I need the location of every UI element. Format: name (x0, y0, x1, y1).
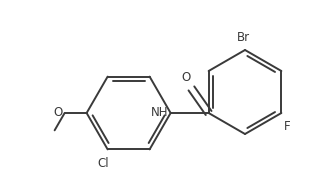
Text: Cl: Cl (98, 157, 110, 170)
Text: F: F (284, 120, 291, 133)
Text: O: O (182, 71, 191, 84)
Text: O: O (53, 106, 63, 119)
Text: Br: Br (236, 31, 249, 44)
Text: NH: NH (151, 106, 169, 119)
